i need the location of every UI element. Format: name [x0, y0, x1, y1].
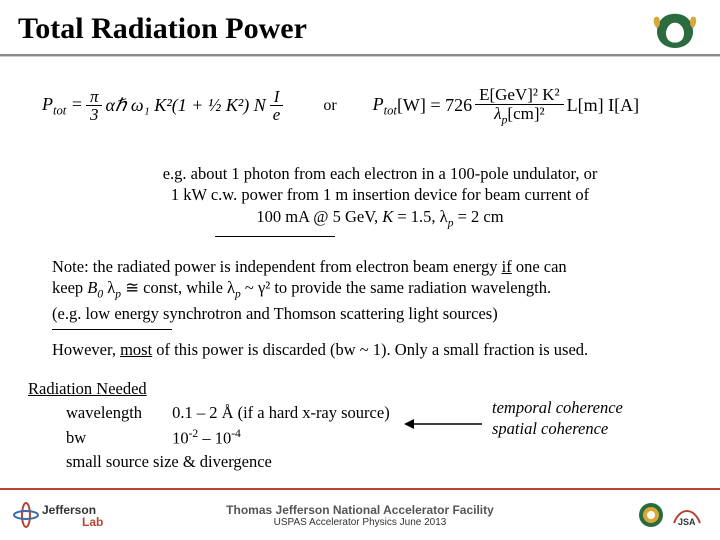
- note-rule: [52, 329, 172, 330]
- eq2-tail: L[m] I[A]: [567, 95, 639, 116]
- footer-center: Thomas Jefferson National Accelerator Fa…: [170, 503, 550, 528]
- example-l1: e.g. about 1 photon from each electron i…: [100, 163, 660, 184]
- however-line: However, most of this power is discarded…: [52, 340, 682, 360]
- frac-pi3: π 3: [86, 88, 103, 125]
- svg-text:Lab: Lab: [82, 515, 103, 529]
- note-l1: Note: the radiated power is independent …: [52, 256, 682, 277]
- ptot-rhs-lhs: Ptot: [373, 94, 397, 119]
- doe-seal-icon: [638, 502, 664, 528]
- example-l2: 1 kW c.w. power from 1 m insertion devic…: [100, 184, 660, 205]
- rad-row-bw: bw 10-2 – 10-4: [66, 427, 418, 450]
- facility-name: Thomas Jefferson National Accelerator Fa…: [170, 503, 550, 517]
- example-l3: 100 mA @ 5 GeV, K = 1.5, λp = 2 cm: [100, 206, 660, 231]
- rad-row-source: small source size & divergence: [66, 451, 418, 473]
- frac-ie: I e: [269, 88, 285, 125]
- rad-heading: Radiation Needed: [28, 379, 147, 398]
- uspas-line: USPAS Accelerator Physics June 2013: [170, 517, 550, 528]
- svg-text:JSA: JSA: [678, 517, 696, 527]
- equation-left: Ptot = π 3 αℏ ω₁ K²(1 + ½ K²) N I e: [42, 88, 287, 125]
- csu-ram-logo: [648, 8, 702, 52]
- footer-right-logos: JSA: [638, 502, 702, 528]
- ptot-w: [W] = 726: [397, 95, 472, 116]
- ptot-lhs: Ptot =: [42, 94, 83, 119]
- frac-e: E[GeV]² K² λp[cm]²: [475, 86, 564, 126]
- title-underline: [0, 54, 720, 56]
- coherence-block: temporal coherence spatial coherence: [492, 397, 623, 440]
- footer: Jefferson Lab Thomas Jefferson National …: [0, 488, 720, 540]
- note-l2: keep B0 λp ≅ const, while λp ~ γ² to pro…: [52, 277, 682, 302]
- temporal-coherence: temporal coherence: [492, 397, 623, 418]
- or-separator: or: [323, 97, 336, 115]
- eq1-mid: αℏ ω₁ K²(1 + ½ K²) N: [105, 95, 265, 116]
- rad-row-wavelength: wavelength 0.1 – 2 Å (if a hard x-ray so…: [66, 402, 418, 424]
- equation-row: Ptot = π 3 αℏ ω₁ K²(1 + ½ K²) N I e or P…: [42, 86, 690, 126]
- note-block: Note: the radiated power is independent …: [52, 256, 682, 335]
- radiation-needed-block: Radiation Needed wavelength 0.1 – 2 Å (i…: [28, 378, 420, 476]
- note-l3: (e.g. low energy synchrotron and Thomson…: [52, 303, 682, 324]
- example-rule: [215, 236, 335, 237]
- equation-right: Ptot [W] = 726 E[GeV]² K² λp[cm]² L[m] I…: [373, 86, 639, 126]
- example-block: e.g. about 1 photon from each electron i…: [100, 163, 660, 242]
- arrow-left-icon: [404, 418, 484, 430]
- jsa-logo-icon: JSA: [672, 503, 702, 527]
- spatial-coherence: spatial coherence: [492, 418, 623, 439]
- page-title: Total Radiation Power: [18, 12, 307, 46]
- jlab-logo: Jefferson Lab: [12, 498, 122, 532]
